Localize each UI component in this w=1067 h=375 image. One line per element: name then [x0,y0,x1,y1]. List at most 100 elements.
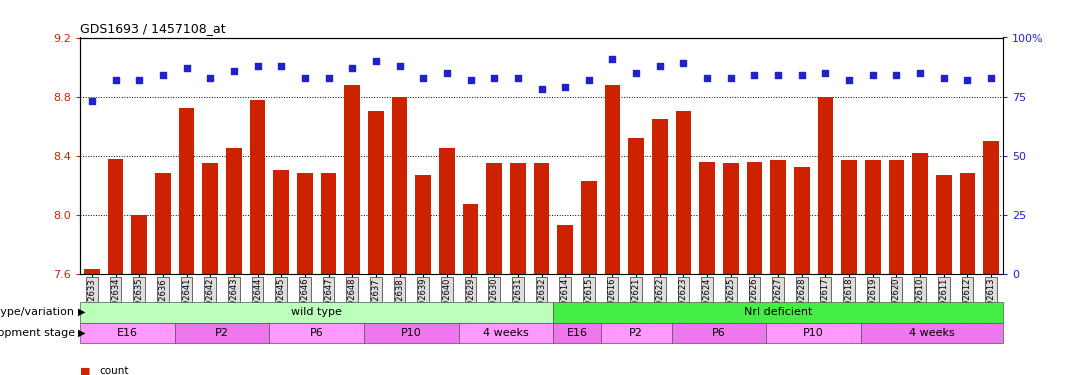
Bar [723,163,738,274]
Text: development stage: development stage [0,328,75,338]
Text: P6: P6 [712,328,726,338]
Bar [582,181,596,274]
Point [367,58,384,64]
Text: ■: ■ [80,366,91,375]
Bar [889,160,904,274]
Text: Nrl deficient: Nrl deficient [744,307,812,317]
Point [155,72,172,78]
Point [746,72,763,78]
Point [439,70,456,76]
Point [769,72,786,78]
Bar [794,167,810,274]
Point [675,60,692,66]
Text: E16: E16 [117,328,138,338]
Bar [175,322,269,343]
Bar [415,175,431,274]
Bar [865,160,880,274]
Bar [554,322,601,343]
Bar [554,302,1003,322]
Text: ▶: ▶ [78,307,85,317]
Point [83,98,100,104]
Point [557,84,574,90]
Bar [203,163,218,274]
Bar [601,322,671,343]
Point [178,65,195,71]
Point [462,77,479,83]
Bar [861,322,1003,343]
Point [604,56,621,62]
Bar [321,173,336,274]
Bar [368,111,383,274]
Point [344,65,361,71]
Bar [557,225,573,274]
Bar [155,173,171,274]
Bar [652,119,668,274]
Point [107,77,124,83]
Bar [770,160,786,274]
Point [817,70,834,76]
Bar [297,173,313,274]
Point [959,77,976,83]
Point [532,87,550,93]
Bar [131,214,147,274]
Text: 4 weeks: 4 weeks [909,328,955,338]
Point [225,68,242,74]
Point [391,63,408,69]
Bar [392,96,408,274]
Bar [534,163,550,274]
Text: P2: P2 [216,328,229,338]
Bar [84,269,99,274]
Bar [912,153,928,274]
Text: GDS1693 / 1457108_at: GDS1693 / 1457108_at [80,22,225,35]
Point [651,63,668,69]
Bar [345,85,360,274]
Text: count: count [99,366,129,375]
Point [249,63,266,69]
Text: 4 weeks: 4 weeks [483,328,529,338]
Point [320,75,337,81]
Point [888,72,905,78]
Bar [842,160,857,274]
Point [936,75,953,81]
Point [509,75,526,81]
Text: P10: P10 [803,328,824,338]
Text: E16: E16 [567,328,588,338]
Bar [459,322,554,343]
Bar [487,163,501,274]
Bar [80,322,175,343]
Point [415,75,432,81]
Bar [675,111,691,274]
Bar [510,163,526,274]
Bar [628,138,643,274]
Bar [108,159,123,274]
Text: P10: P10 [401,328,421,338]
Bar [700,162,715,274]
Point [983,75,1000,81]
Bar [747,162,762,274]
Point [485,75,503,81]
Bar [179,108,194,274]
Point [627,70,644,76]
Text: wild type: wild type [291,307,343,317]
Bar [226,148,241,274]
Point [202,75,219,81]
Bar [984,141,999,274]
Bar [936,175,952,274]
Bar [817,96,833,274]
Text: ▶: ▶ [78,328,85,338]
Text: P6: P6 [309,328,323,338]
Point [722,75,739,81]
Text: genotype/variation: genotype/variation [0,307,75,317]
Point [911,70,928,76]
Bar [605,85,620,274]
Bar [671,322,766,343]
Point [699,75,716,81]
Bar [960,173,975,274]
Point [273,63,290,69]
Point [793,72,810,78]
Bar [364,322,459,343]
Bar [463,204,478,274]
Bar [273,170,289,274]
Bar [440,148,455,274]
Point [864,72,881,78]
